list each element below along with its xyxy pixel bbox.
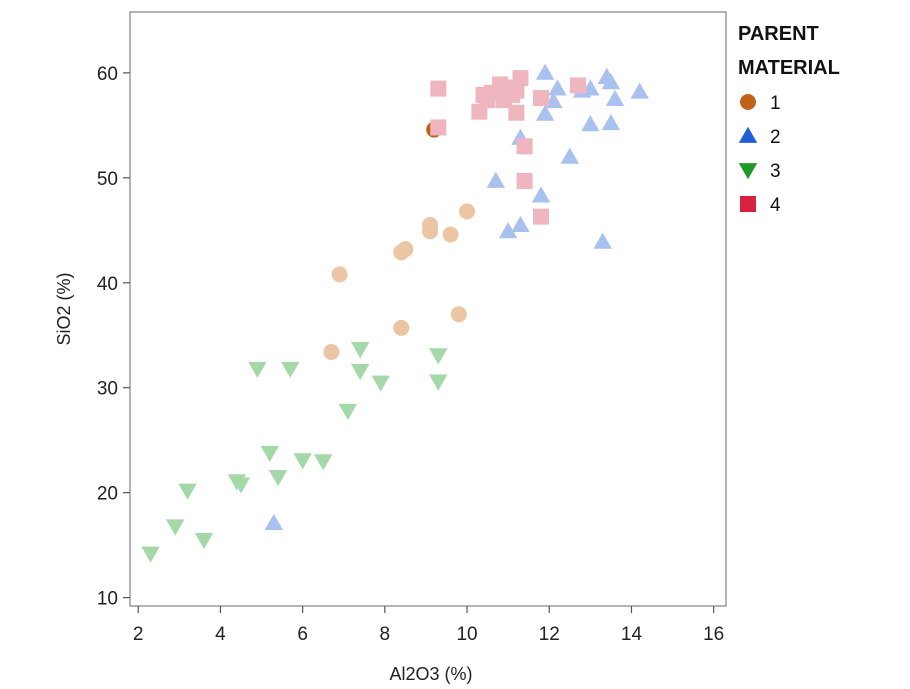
data-point-series-4 <box>508 104 525 121</box>
data-point-series-2 <box>511 215 530 232</box>
data-point-series-2 <box>605 89 625 107</box>
data-point-series-3 <box>141 546 160 563</box>
legend-title-line-2: MATERIAL <box>738 57 840 79</box>
data-point-series-2 <box>593 232 612 249</box>
data-point-series-2 <box>548 79 567 96</box>
x-tick-label: 16 <box>703 624 724 645</box>
data-point-series-4 <box>430 119 447 136</box>
data-point-series-4 <box>516 138 533 155</box>
plot-frame <box>129 11 727 607</box>
data-point-series-3 <box>350 341 370 359</box>
data-point-series-3 <box>429 348 448 365</box>
data-point-series-3 <box>293 453 312 470</box>
y-axis-title: SiO2 (%) <box>54 272 74 345</box>
y-axis: 10 20 30 40 50 60 <box>97 64 130 610</box>
data-point-series-4 <box>570 77 587 94</box>
data-point-series-1 <box>331 266 348 283</box>
x-tick-label: 2 <box>133 624 144 645</box>
legend: PARENT MATERIAL 1 2 3 4 <box>738 23 840 216</box>
data-point-series-1 <box>442 226 459 243</box>
data-point-series-1 <box>323 344 340 361</box>
data-point-series-2 <box>535 63 555 80</box>
data-point-series-3 <box>338 403 358 420</box>
x-tick-label: 14 <box>621 624 643 645</box>
data-point-series-3 <box>371 375 390 392</box>
data-point-series-2 <box>560 147 580 164</box>
series-1 <box>323 121 476 361</box>
y-tick-label: 60 <box>97 64 118 85</box>
x-axis-title: Al2O3 (%) <box>389 664 472 684</box>
data-points <box>141 63 649 563</box>
data-point-series-3 <box>268 470 288 487</box>
x-tick-label: 12 <box>539 624 560 645</box>
data-point-series-3 <box>178 483 197 500</box>
data-point-series-3 <box>260 445 279 462</box>
y-tick-label: 30 <box>97 379 118 400</box>
y-tick-label: 40 <box>97 274 118 295</box>
legend-marker-4 <box>740 196 756 212</box>
data-point-series-1 <box>397 241 414 258</box>
data-point-series-2 <box>581 115 600 132</box>
data-point-series-1 <box>450 306 467 323</box>
legend-items: 1 2 3 4 <box>738 93 781 216</box>
legend-label-3: 3 <box>770 161 781 182</box>
data-point-series-3 <box>194 532 214 550</box>
data-point-series-4 <box>512 70 529 87</box>
legend-marker-3 <box>738 163 758 180</box>
data-point-series-2 <box>601 73 621 90</box>
data-point-series-2 <box>498 222 518 239</box>
data-point-series-2 <box>601 114 621 131</box>
data-point-series-3 <box>281 361 300 379</box>
data-point-series-1 <box>393 319 410 336</box>
series-4 <box>430 70 587 225</box>
data-point-series-3 <box>231 477 251 494</box>
data-point-series-3 <box>313 454 333 471</box>
y-tick-label: 10 <box>97 589 118 610</box>
x-axis: 2 4 6 8 10 12 14 16 <box>133 606 724 645</box>
legend-label-1: 1 <box>770 93 781 114</box>
data-point-series-1 <box>422 217 439 234</box>
x-tick-label: 8 <box>380 624 391 645</box>
data-point-series-2 <box>535 104 555 121</box>
data-point-series-4 <box>430 80 447 97</box>
x-tick-label: 6 <box>297 624 308 645</box>
x-tick-label: 10 <box>456 624 477 645</box>
legend-marker-1 <box>740 94 756 110</box>
legend-title-line-1: PARENT <box>738 23 819 45</box>
data-point-series-2 <box>531 186 551 203</box>
y-tick-label: 50 <box>97 169 118 190</box>
legend-label-2: 2 <box>770 127 781 148</box>
legend-label-4: 4 <box>770 195 781 216</box>
data-point-series-4 <box>533 208 550 225</box>
x-tick-label: 4 <box>215 624 226 645</box>
data-point-series-3 <box>350 364 370 381</box>
data-point-series-2 <box>630 82 649 99</box>
data-point-series-1 <box>459 203 476 220</box>
legend-marker-2 <box>738 126 758 143</box>
y-tick-label: 20 <box>97 484 118 505</box>
data-point-series-3 <box>429 374 448 391</box>
data-point-series-3 <box>166 519 185 536</box>
data-point-series-2 <box>486 171 506 188</box>
data-point-series-3 <box>248 361 267 379</box>
data-point-series-2 <box>264 513 284 530</box>
data-point-series-4 <box>516 172 533 189</box>
data-point-series-4 <box>533 90 550 107</box>
series-3 <box>141 341 448 563</box>
data-point-series-4 <box>508 82 525 99</box>
